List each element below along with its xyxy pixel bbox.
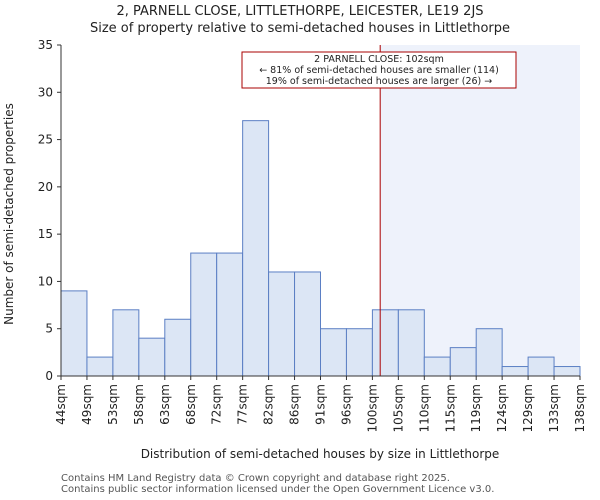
y-tick-label: 15 bbox=[38, 227, 53, 241]
x-tick-label: 44sqm bbox=[54, 384, 68, 425]
x-tick-label: 58sqm bbox=[132, 384, 146, 425]
x-tick-label: 49sqm bbox=[80, 384, 94, 425]
bar bbox=[397, 309, 425, 377]
annotation-line3: 19% of semi-detached houses are larger (… bbox=[266, 76, 493, 87]
x-tick-label: 86sqm bbox=[288, 384, 302, 425]
bar bbox=[501, 366, 529, 377]
bar bbox=[371, 309, 399, 377]
y-tick-label: 10 bbox=[38, 274, 53, 288]
x-tick-label: 96sqm bbox=[339, 384, 353, 425]
x-tick-label: 91sqm bbox=[314, 384, 328, 425]
x-tick-label: 115sqm bbox=[443, 384, 457, 432]
footer-licence: Contains public sector information licen… bbox=[61, 484, 495, 495]
x-tick-label: 110sqm bbox=[417, 384, 431, 432]
y-tick-label: 30 bbox=[38, 85, 53, 99]
bar bbox=[190, 252, 218, 377]
chart-title: 2, PARNELL CLOSE, LITTLETHORPE, LEICESTE… bbox=[116, 4, 484, 19]
bar bbox=[216, 252, 244, 377]
y-axis-label: Number of semi-detached properties bbox=[2, 103, 16, 325]
bar bbox=[86, 356, 114, 377]
annotation-line1: 2 PARNELL CLOSE: 102sqm bbox=[314, 54, 444, 65]
x-tick-label: 105sqm bbox=[391, 384, 405, 432]
bar bbox=[449, 347, 477, 377]
bar bbox=[475, 328, 503, 377]
bar bbox=[112, 309, 140, 377]
x-tick-label: 124sqm bbox=[495, 384, 509, 432]
x-tick-label: 133sqm bbox=[547, 384, 561, 432]
x-tick-label: 129sqm bbox=[521, 384, 535, 432]
x-tick-label: 119sqm bbox=[469, 384, 483, 432]
x-tick-label: 72sqm bbox=[210, 384, 224, 425]
x-tick-label: 138sqm bbox=[573, 384, 587, 432]
y-tick-label: 5 bbox=[45, 322, 53, 336]
bar bbox=[345, 328, 373, 377]
bar bbox=[553, 366, 581, 377]
x-tick-label: 53sqm bbox=[106, 384, 120, 425]
bar bbox=[138, 337, 166, 377]
chart-subtitle: Size of property relative to semi-detach… bbox=[89, 21, 511, 36]
x-axis-label: Distribution of semi-detached houses by … bbox=[141, 447, 500, 461]
bar bbox=[423, 356, 451, 377]
annotation-line2: ← 81% of semi-detached houses are smalle… bbox=[259, 65, 499, 76]
y-tick-label: 35 bbox=[38, 38, 53, 52]
x-tick-label: 63sqm bbox=[158, 384, 172, 425]
bar bbox=[242, 120, 270, 377]
bar bbox=[164, 318, 192, 377]
x-tick-label: 100sqm bbox=[365, 384, 379, 432]
x-tick-label: 68sqm bbox=[184, 384, 198, 425]
footer-copyright: Contains HM Land Registry data © Crown c… bbox=[61, 473, 450, 484]
bar bbox=[320, 328, 347, 377]
x-tick-label: 82sqm bbox=[262, 384, 276, 425]
x-tick-label: 77sqm bbox=[236, 384, 250, 425]
bar bbox=[268, 271, 296, 377]
y-tick-label: 25 bbox=[38, 133, 53, 147]
bar bbox=[527, 356, 555, 377]
annotation-box bbox=[241, 51, 517, 89]
bar bbox=[294, 271, 321, 377]
y-tick-label: 20 bbox=[38, 180, 53, 194]
y-tick-label: 0 bbox=[45, 369, 53, 383]
bar bbox=[60, 290, 88, 377]
